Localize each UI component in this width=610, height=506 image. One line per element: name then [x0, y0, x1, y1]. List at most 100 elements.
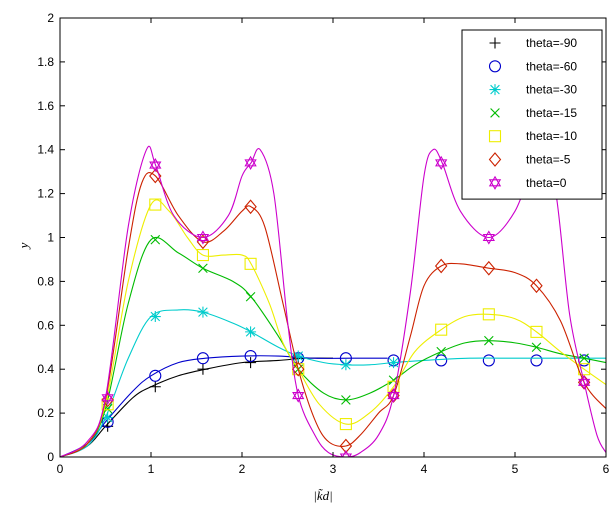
- series-marker: [244, 155, 257, 170]
- series-marker: [245, 326, 257, 338]
- x-tick-label: 3: [330, 462, 337, 476]
- series-marker: [196, 352, 209, 365]
- legend-label: theta=-30: [526, 83, 577, 97]
- series-marker: [530, 354, 543, 367]
- series-marker: [149, 311, 161, 323]
- series-marker: [244, 257, 257, 270]
- series-line: [60, 171, 606, 457]
- y-tick-label: 1.6: [37, 99, 54, 113]
- series-line: [60, 236, 606, 457]
- series-marker: [196, 249, 209, 262]
- legend-marker: [489, 37, 501, 49]
- x-tick-label: 1: [148, 462, 155, 476]
- series-marker: [482, 308, 495, 321]
- legend-marker: [488, 130, 502, 143]
- y-tick-label: 0.6: [37, 318, 54, 332]
- series-line: [60, 357, 334, 457]
- series-2: [60, 306, 606, 457]
- series-marker: [149, 157, 162, 173]
- legend-label: theta=0: [526, 176, 567, 190]
- series-line: [60, 355, 388, 457]
- x-tick-label: 4: [421, 462, 428, 476]
- series-marker: [245, 357, 257, 369]
- series-marker: [149, 198, 162, 211]
- series-marker: [149, 369, 162, 382]
- series-marker: [196, 234, 210, 250]
- x-tick-label: 6: [603, 462, 610, 476]
- series-marker: [577, 375, 591, 390]
- series-marker: [388, 357, 400, 369]
- series-marker: [292, 350, 304, 362]
- y-tick-label: 0.2: [37, 406, 54, 420]
- legend-item: theta=-30: [489, 83, 577, 97]
- y-tick-label: 1: [47, 231, 54, 245]
- legend-label: theta=-5: [526, 153, 571, 167]
- x-tick-label: 5: [512, 462, 519, 476]
- legend-item: theta=-60: [488, 59, 577, 73]
- series-marker: [387, 388, 400, 403]
- series-marker: [245, 291, 256, 302]
- series-marker: [244, 199, 257, 215]
- legend-label: theta=-60: [526, 59, 577, 73]
- legend-marker: [488, 175, 502, 190]
- series-marker: [196, 230, 210, 245]
- y-tick-label: 2: [47, 11, 54, 25]
- series-marker: [341, 395, 351, 405]
- series-marker: [530, 278, 543, 294]
- series-marker: [292, 361, 305, 377]
- series-marker: [339, 418, 352, 431]
- x-tick-label: 2: [239, 462, 246, 476]
- legend-item: theta=-90: [489, 36, 577, 50]
- series-marker: [340, 359, 352, 371]
- series-line: [60, 309, 606, 457]
- legend-item: theta=-5: [488, 152, 571, 167]
- y-tick-label: 0.4: [37, 362, 54, 376]
- legend-item: theta=-15: [490, 106, 577, 120]
- series-marker: [339, 449, 353, 457]
- legend-marker: [488, 60, 502, 73]
- series-marker: [102, 411, 114, 423]
- series-marker: [484, 335, 494, 346]
- series-marker: [482, 354, 495, 367]
- series-marker: [197, 363, 209, 375]
- series-marker: [435, 323, 448, 336]
- legend-marker: [489, 84, 501, 96]
- series-marker: [434, 258, 448, 274]
- series-marker: [435, 155, 448, 170]
- x-axis-label: |k̃d|: [313, 488, 332, 503]
- series-marker: [101, 390, 114, 405]
- y-tick-label: 1.4: [37, 143, 54, 157]
- y-tick-label: 0.8: [37, 274, 54, 288]
- legend-marker: [488, 152, 502, 167]
- series-4: [60, 198, 606, 457]
- series-marker: [482, 260, 496, 276]
- series-marker: [435, 354, 448, 367]
- series-marker: [436, 346, 446, 357]
- legend-label: theta=-15: [526, 106, 577, 120]
- series-marker: [579, 353, 589, 364]
- series-marker: [482, 230, 495, 245]
- legend-label: theta=-90: [526, 36, 577, 50]
- series-marker: [150, 234, 161, 245]
- legend-item: theta=-10: [488, 129, 577, 143]
- y-tick-label: 0: [47, 450, 54, 464]
- series-marker: [531, 342, 542, 353]
- y-tick-label: 1.2: [37, 187, 54, 201]
- series-marker: [530, 325, 543, 338]
- x-tick-label: 0: [57, 462, 64, 476]
- series-marker: [339, 438, 353, 454]
- legend-marker: [490, 108, 500, 118]
- legend-label: theta=-10: [526, 129, 577, 143]
- series-5: [60, 168, 606, 457]
- legend-item: theta=0: [488, 175, 567, 190]
- series-marker: [244, 349, 257, 363]
- series-marker: [197, 306, 209, 318]
- series-marker: [198, 263, 208, 274]
- series-marker: [292, 388, 305, 403]
- y-axis-label: y: [16, 242, 31, 250]
- legend-box: [461, 29, 603, 200]
- series-marker: [149, 381, 161, 393]
- y-tick-label: 1.8: [37, 55, 54, 69]
- series-marker: [101, 398, 114, 411]
